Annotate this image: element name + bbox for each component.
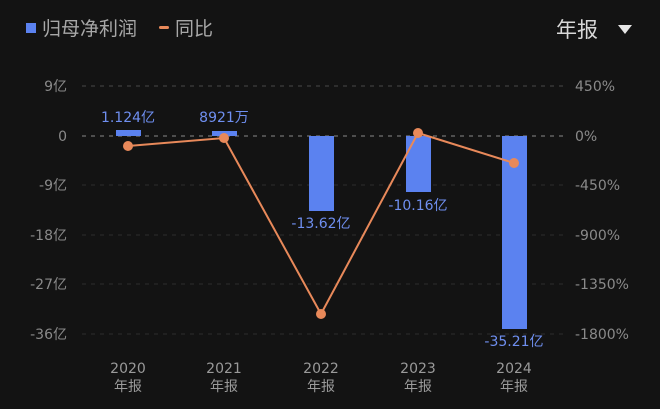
bar-label-2020: 1.124亿: [101, 110, 155, 126]
x-label-period: 年报: [210, 379, 238, 395]
x-axis: 2020 年报 2021 年报 2022 年报 2023 年报 2024 年报: [110, 361, 532, 395]
period-dropdown-label: 年报: [556, 18, 598, 42]
x-label-year: 2022: [303, 361, 339, 377]
line-legend-label: 同比: [175, 18, 214, 40]
line-point-2022[interactable]: [316, 309, 326, 319]
right-axis-tick: -1350%: [575, 277, 629, 293]
right-axis: 450% 0% -450% -900% -1350% -1800%: [575, 79, 629, 343]
bar-2024[interactable]: [502, 136, 527, 329]
bar-2020[interactable]: [116, 130, 141, 136]
bar-label-2023: -10.16亿: [388, 198, 447, 214]
left-axis-tick: -18亿: [30, 228, 67, 244]
line-point-2024[interactable]: [509, 158, 519, 168]
bar-label-2022: -13.62亿: [291, 216, 350, 232]
line-point-2021[interactable]: [219, 133, 229, 143]
right-axis-tick: -1800%: [575, 327, 629, 343]
line-point-2020[interactable]: [123, 141, 133, 151]
left-axis-tick: -27亿: [30, 277, 67, 293]
chevron-down-icon: [618, 24, 632, 34]
x-label-year: 2020: [110, 361, 146, 377]
x-label-period: 年报: [114, 379, 142, 395]
line-legend-swatch: [159, 26, 170, 29]
x-label-year: 2021: [206, 361, 242, 377]
left-axis-tick: -9亿: [39, 178, 67, 194]
bar-legend-label: 归母净利润: [42, 18, 138, 40]
chart-legend: 归母净利润 同比: [26, 14, 213, 41]
right-axis-tick: -900%: [575, 228, 620, 244]
left-axis-tick: -36亿: [30, 327, 67, 343]
x-label-year: 2024: [496, 361, 532, 377]
bars: [116, 130, 527, 329]
bar-data-labels: 1.124亿 8921万 -13.62亿 -10.16亿 -35.21亿: [101, 110, 544, 350]
bar-label-2024: -35.21亿: [484, 334, 543, 350]
x-label-year: 2023: [400, 361, 436, 377]
right-axis-tick: 450%: [575, 79, 615, 95]
right-axis-tick: 0%: [575, 129, 597, 145]
x-label-period: 年报: [500, 379, 528, 395]
yoy-line: [123, 128, 519, 319]
left-axis-tick: 9亿: [44, 79, 67, 95]
right-axis-tick: -450%: [575, 178, 620, 194]
period-dropdown[interactable]: 年报: [556, 14, 632, 44]
left-axis: 9亿 0 -9亿 -18亿 -27亿 -36亿: [30, 79, 67, 343]
x-label-period: 年报: [307, 379, 335, 395]
bar-2023[interactable]: [406, 136, 431, 192]
left-axis-tick: 0: [58, 129, 67, 145]
bar-label-2021: 8921万: [199, 110, 249, 126]
x-label-period: 年报: [404, 379, 432, 395]
bar-legend-swatch: [26, 22, 36, 33]
line-point-2023[interactable]: [413, 128, 423, 138]
bar-2022[interactable]: [309, 136, 334, 211]
